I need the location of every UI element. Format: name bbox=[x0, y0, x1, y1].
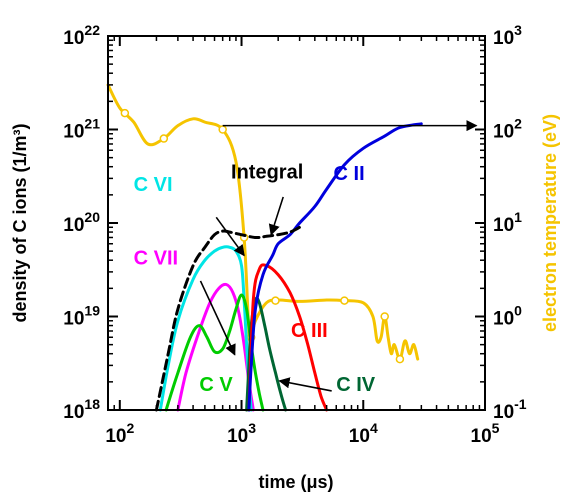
y2-tick-label-1: 100 bbox=[493, 303, 522, 330]
annotation-arrow-2 bbox=[268, 196, 284, 236]
series-c-v-line bbox=[164, 293, 265, 412]
series-c-iii-line bbox=[247, 263, 329, 412]
series-te-point-2 bbox=[218, 125, 227, 134]
annotation-layer: C VI C VII C V Integral C II C III C IV bbox=[134, 120, 478, 396]
y2-tick-label-2: 101 bbox=[493, 209, 522, 236]
y-axis-title: density of C ions (1/m³) bbox=[10, 123, 30, 322]
y-tick-label-4: 1022 bbox=[63, 22, 100, 49]
series-label-c-ii: C II bbox=[334, 163, 365, 185]
y-tick-label-3: 1021 bbox=[63, 116, 100, 143]
series-te-point-6 bbox=[340, 296, 349, 305]
series-label-c-v: C V bbox=[199, 374, 233, 396]
y-tick-label-2: 1020 bbox=[63, 209, 100, 236]
series-te-point-8 bbox=[395, 354, 405, 364]
series-label-c-iii: C III bbox=[291, 320, 328, 342]
y2-axis-title: electron temperature (eV) bbox=[540, 114, 560, 332]
y2-tick-label-3: 102 bbox=[493, 116, 522, 143]
x-tick-label-2: 104 bbox=[349, 420, 378, 447]
series-label-integral: Integral bbox=[231, 161, 303, 183]
series-label-c-iv: C IV bbox=[336, 374, 376, 396]
series-c-vii-line bbox=[176, 282, 255, 412]
x-tick-label-1: 103 bbox=[227, 420, 256, 447]
series-te-point-1 bbox=[159, 134, 169, 143]
axis-layer: 102 103 104 105 1018 1019 1020 1021 1022 10-1 100 1… bbox=[63, 22, 527, 447]
series-label-c-vii: C VII bbox=[134, 247, 178, 269]
x-tick-label-0: 102 bbox=[105, 420, 134, 447]
y-tick-label-0: 1018 bbox=[63, 396, 100, 423]
y2-tick-label-4: 103 bbox=[493, 22, 522, 49]
x-axis-title: time (μs) bbox=[258, 472, 333, 492]
y-tick-label-1: 1019 bbox=[63, 303, 100, 330]
annotation-arrow-0 bbox=[215, 216, 245, 257]
series-label-c-vi: C VI bbox=[134, 174, 173, 196]
series-c-ii-line bbox=[247, 122, 423, 412]
series-te-point-0 bbox=[120, 108, 130, 118]
series-te-point-7 bbox=[380, 312, 389, 321]
y2-tick-label-0: 10-1 bbox=[493, 396, 527, 423]
series-c-vi-line bbox=[158, 245, 253, 412]
annotation-arrow-1 bbox=[199, 280, 236, 356]
series-te-point-5 bbox=[271, 296, 280, 305]
plot-frame bbox=[107, 35, 486, 411]
series-te-line bbox=[106, 83, 420, 361]
x-tick-label-3: 105 bbox=[471, 420, 500, 447]
annotation-arrow-3 bbox=[278, 377, 332, 392]
